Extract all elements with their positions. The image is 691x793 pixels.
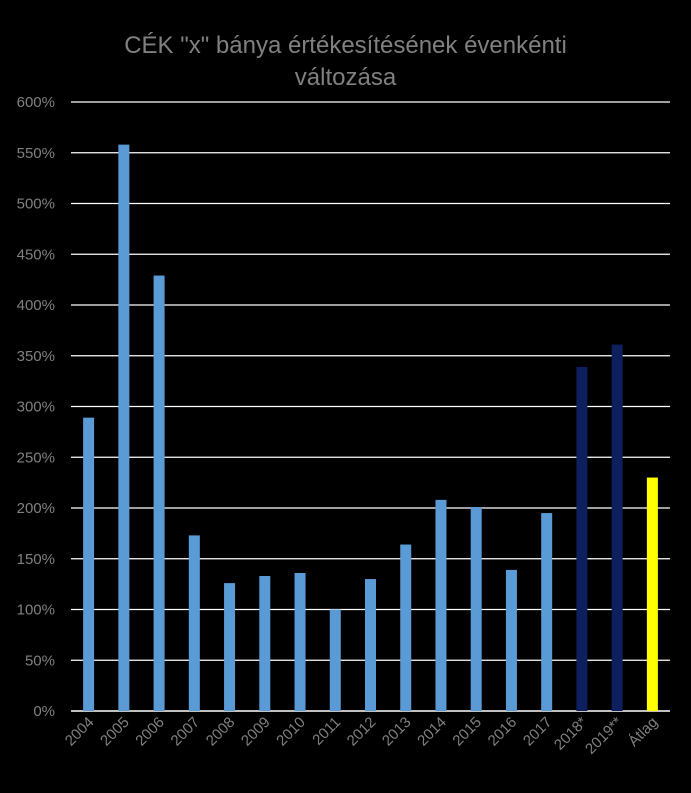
bar xyxy=(153,275,165,711)
chart-title: CÉK "x" bánya értékesítésének évenkénti … xyxy=(0,30,691,94)
y-tick-label: 0% xyxy=(33,703,55,720)
bar xyxy=(400,544,412,711)
x-tick-label: 2006 xyxy=(132,714,168,750)
y-tick-label: 250% xyxy=(17,449,55,466)
x-tick-label: 2010 xyxy=(273,714,309,750)
y-tick-label: 150% xyxy=(17,551,55,568)
x-tick-label: 2014 xyxy=(414,714,450,750)
x-tick-label: 2004 xyxy=(62,714,98,750)
bar xyxy=(541,513,553,711)
x-tick-label: 2016 xyxy=(485,714,521,750)
x-tick-label: 2005 xyxy=(97,714,133,750)
y-tick-label: 500% xyxy=(17,196,55,213)
bar xyxy=(259,576,271,711)
bar xyxy=(611,344,623,711)
x-tick-label: 2012 xyxy=(344,714,380,750)
y-tick-label: 300% xyxy=(17,399,55,416)
y-tick-label: 400% xyxy=(17,297,55,314)
y-tick-label: 550% xyxy=(17,145,55,162)
x-tick-label: 2019** xyxy=(582,714,626,758)
x-tick-label: 2008 xyxy=(203,714,239,750)
chart-title-line2: változása xyxy=(294,64,397,91)
bar xyxy=(435,499,447,711)
bar xyxy=(224,583,236,711)
x-tick-label: 2007 xyxy=(168,714,204,750)
y-tick-label: 200% xyxy=(17,500,55,517)
bar xyxy=(576,366,588,711)
chart-title-line1: CÉK "x" bánya értékesítésének évenkénti xyxy=(124,32,567,59)
bar xyxy=(83,417,95,711)
bar xyxy=(294,572,306,711)
y-tick-label: 350% xyxy=(17,348,55,365)
y-tick-label: 450% xyxy=(17,246,55,263)
x-tick-label: 2009 xyxy=(238,714,274,750)
x-tick-label: 2011 xyxy=(309,714,344,749)
x-tick-label: 2015 xyxy=(449,714,485,750)
y-tick-label: 100% xyxy=(17,602,55,619)
bar xyxy=(118,144,130,711)
y-tick-label: 600% xyxy=(17,94,55,111)
bar xyxy=(505,569,517,711)
y-tick-label: 50% xyxy=(25,652,55,669)
bar xyxy=(365,579,376,711)
x-tick-label: Átlag xyxy=(625,714,661,750)
bar xyxy=(188,535,200,711)
x-tick-label: 2017 xyxy=(520,714,556,750)
bar xyxy=(470,506,482,711)
x-tick-label: 2013 xyxy=(379,714,415,750)
bar xyxy=(646,477,658,711)
bar xyxy=(329,609,341,711)
